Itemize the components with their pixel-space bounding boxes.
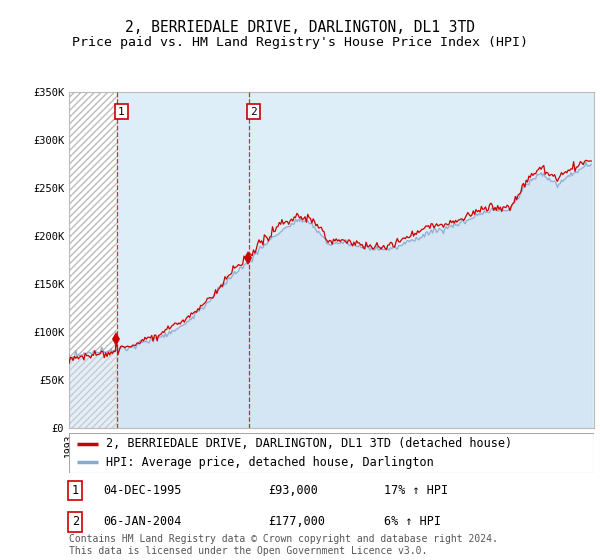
Text: 1: 1	[118, 106, 125, 116]
Text: 17% ↑ HPI: 17% ↑ HPI	[384, 484, 448, 497]
Text: Price paid vs. HM Land Registry's House Price Index (HPI): Price paid vs. HM Land Registry's House …	[72, 36, 528, 49]
Bar	[69, 92, 116, 428]
Text: 2, BERRIEDALE DRIVE, DARLINGTON, DL1 3TD (detached house): 2, BERRIEDALE DRIVE, DARLINGTON, DL1 3TD…	[106, 437, 512, 450]
FancyBboxPatch shape	[69, 433, 594, 473]
Text: 04-DEC-1995: 04-DEC-1995	[103, 484, 182, 497]
Text: 6% ↑ HPI: 6% ↑ HPI	[384, 515, 441, 529]
Text: 1: 1	[72, 484, 79, 497]
Text: 06-JAN-2004: 06-JAN-2004	[103, 515, 182, 529]
Text: Contains HM Land Registry data © Crown copyright and database right 2024.
This d: Contains HM Land Registry data © Crown c…	[69, 534, 498, 556]
Text: 2: 2	[250, 106, 257, 116]
Text: 2, BERRIEDALE DRIVE, DARLINGTON, DL1 3TD: 2, BERRIEDALE DRIVE, DARLINGTON, DL1 3TD	[125, 20, 475, 35]
Text: £177,000: £177,000	[269, 515, 325, 529]
Text: £93,000: £93,000	[269, 484, 319, 497]
Text: HPI: Average price, detached house, Darlington: HPI: Average price, detached house, Darl…	[106, 456, 433, 469]
Text: 2: 2	[72, 515, 79, 529]
